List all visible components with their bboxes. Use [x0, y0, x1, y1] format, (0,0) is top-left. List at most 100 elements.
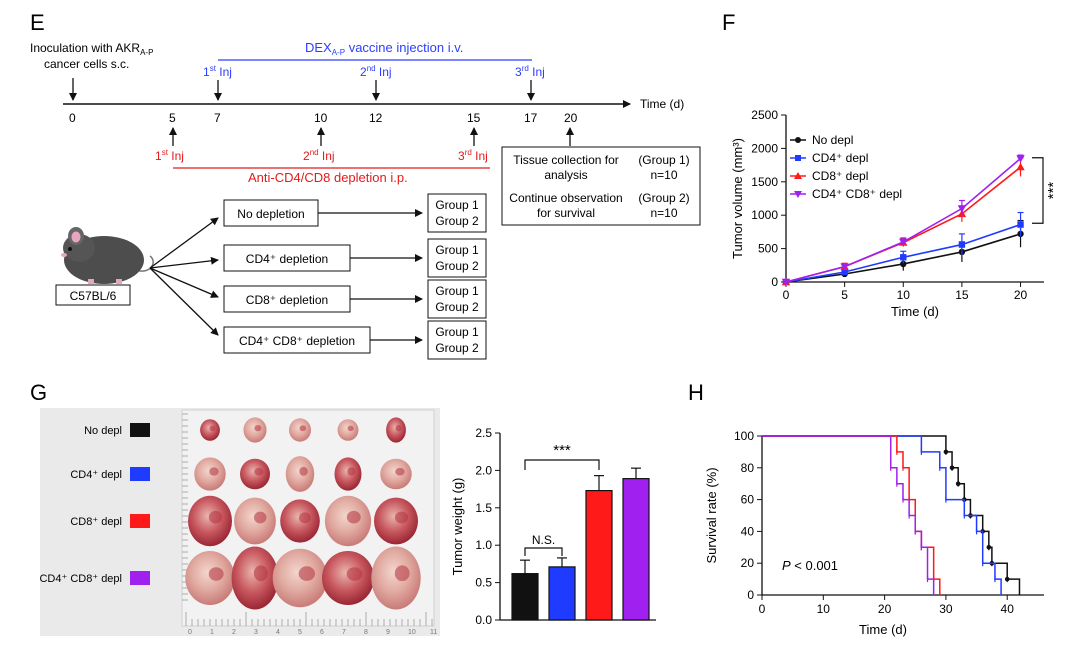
y-tick-label: 1000: [751, 208, 778, 222]
survival-point: [949, 465, 955, 471]
photo-row-swatch: [130, 571, 150, 585]
x-tick-label: 0: [759, 602, 766, 616]
group-row-no-depletion: No depletion Group 1 Group 2: [223, 193, 487, 233]
panel-e: Inoculation with AKRA-P cancer cells s.c…: [30, 40, 701, 360]
group-2-label: Group 2: [435, 300, 479, 314]
tumor-sample: [322, 551, 374, 605]
y-axis-label: Tumor weight (g): [450, 478, 465, 576]
data-point: [957, 205, 967, 213]
tumor-sample: [374, 497, 418, 545]
panel-letter-f: F: [722, 10, 735, 35]
legend-label: CD4⁺ depl: [812, 151, 868, 165]
y-tick-label: 2.5: [475, 426, 492, 440]
tumor-sample: [337, 419, 359, 441]
day-20: 20: [564, 111, 578, 125]
legend-label: CD4⁺ CD8⁺ depl: [812, 187, 902, 201]
group-box: [427, 279, 487, 319]
day-17: 17: [524, 111, 538, 125]
group-label-box: [223, 199, 319, 227]
y-tick-label: 1.0: [475, 538, 492, 552]
tumor-sample: [185, 551, 235, 605]
group-label: CD4⁺ depletion: [246, 252, 328, 266]
photo-row-label: No depl: [84, 425, 122, 437]
branch-arrow-2: [149, 256, 219, 269]
day-15: 15: [467, 111, 481, 125]
day-5: 5: [169, 111, 176, 125]
tumor-sample: [231, 546, 279, 610]
tumor-spot: [253, 565, 268, 582]
group-row-cd4-cd8-depletion: CD4⁺ CD8⁺ depletion Group 1 Group 2: [223, 320, 487, 360]
bar: [622, 478, 650, 621]
tissue-row2-left-1: Continue observation: [509, 191, 622, 205]
y-tick-label: 2000: [751, 141, 778, 155]
group-1-label: Group 1: [435, 325, 479, 339]
data-point: [1016, 155, 1025, 163]
tumor-spot: [346, 567, 363, 581]
ruler-number: 7: [342, 629, 346, 636]
x-tick-label: 15: [955, 288, 969, 302]
group-2-label: Group 2: [435, 214, 479, 228]
tumor-spot: [253, 511, 267, 524]
data-point: [1017, 221, 1024, 228]
dex-label: DEXA-P vaccine injection i.v.: [305, 40, 463, 57]
inj-red-2: 2nd Inj: [303, 148, 335, 163]
data-point: [900, 254, 907, 261]
y-tick-label: 20: [741, 556, 755, 570]
x-axis-label: Time (d): [859, 622, 907, 637]
survival-point: [986, 545, 992, 550]
p-value: < 0.001: [791, 558, 838, 573]
y-tick-label: 0: [771, 275, 778, 289]
photo-row-label: CD4⁺ CD8⁺ depl: [39, 573, 122, 585]
tissue-row1-left-1: Tissue collection for: [513, 153, 619, 167]
group-box: [427, 193, 487, 233]
tissue-row2-right-1: (Group 2): [638, 191, 689, 205]
tumor-volume-significance: ***: [1045, 182, 1062, 200]
y-tick-label: 500: [758, 242, 778, 256]
group-1-label: Group 1: [435, 198, 479, 212]
y-tick-label: 0.0: [475, 613, 492, 627]
ruler-number: 3: [254, 629, 258, 636]
data-point: [841, 268, 848, 276]
group-label-box: [223, 326, 371, 354]
x-axis-label: Time (d): [891, 304, 939, 319]
y-tick-label: 1.5: [475, 501, 492, 515]
y-axis-label: Survival rate (%): [704, 467, 719, 563]
data-point: [840, 263, 849, 271]
survival-point: [955, 481, 961, 487]
data-point: [1016, 162, 1025, 171]
chart-tumor-weight: *** N.S. 0.0 0.5 1.0 1.5 2.0 2.5 Tumor weight …: [450, 426, 656, 627]
tumor-spot: [347, 467, 356, 476]
ruler-number: 2: [232, 629, 236, 636]
tumor-spot: [346, 510, 361, 524]
x-tick-label: 10: [817, 602, 831, 616]
inj-blue-1: 1st Inj: [203, 64, 232, 79]
panel-letter-g: G: [30, 380, 47, 405]
mouse-illustration: [61, 227, 154, 284]
branch-arrow-1: [149, 217, 219, 269]
group-box: [427, 238, 487, 278]
ruler-ticks: 0 1 2 3 4 5 6 7 8 9 10 11: [182, 413, 437, 636]
tumor-spot: [254, 424, 262, 432]
inj-blue-3: 3rd Inj: [515, 64, 545, 79]
tumor-spot: [395, 467, 405, 476]
group-1-label: Group 1: [435, 284, 479, 298]
photo-group-labels: No depl CD4⁺ depl CD8⁺ depl CD4⁺ CD8⁺ depl: [39, 423, 150, 585]
ruler-number: 4: [276, 629, 280, 636]
tumor-sample: [280, 499, 320, 543]
tumor-weight-significance: ***: [553, 442, 571, 459]
survival-p-value: P < 0.001: [782, 558, 838, 573]
y-tick-label: 40: [741, 524, 755, 538]
group-label-box: [223, 285, 351, 313]
legend-marker: [795, 137, 801, 143]
tumor-weight-ns: N.S.: [532, 533, 555, 547]
tumor-sample: [386, 417, 406, 443]
y-tick-label: 60: [741, 493, 755, 507]
tissue-row2-right-2: n=10: [650, 206, 677, 220]
legend-marker: [794, 172, 802, 179]
legend-label: CD8⁺ depl: [812, 169, 868, 183]
ruler-number: 5: [298, 629, 302, 636]
x-tick-label: 0: [783, 288, 790, 302]
photo-row-label: CD4⁺ depl: [70, 469, 122, 481]
